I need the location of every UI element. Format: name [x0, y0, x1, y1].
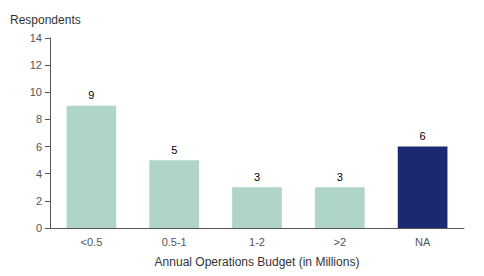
svg-text:5: 5: [171, 144, 177, 156]
svg-text:Annual Operations Budget (in M: Annual Operations Budget (in Millions): [155, 255, 360, 269]
svg-text:0.5-1: 0.5-1: [162, 236, 187, 248]
svg-text:1-2: 1-2: [249, 236, 265, 248]
svg-text:14: 14: [30, 32, 42, 44]
svg-text:3: 3: [337, 171, 343, 183]
svg-text:NA: NA: [415, 236, 431, 248]
svg-text:<0.5: <0.5: [81, 236, 103, 248]
svg-text:10: 10: [30, 86, 42, 98]
svg-text:Respondents: Respondents: [10, 13, 81, 27]
svg-text:12: 12: [30, 59, 42, 71]
svg-text:8: 8: [36, 113, 42, 125]
svg-text:6: 6: [420, 130, 426, 142]
svg-text:6: 6: [36, 141, 42, 153]
svg-text:9: 9: [88, 89, 94, 101]
svg-text:3: 3: [254, 171, 260, 183]
svg-text:2: 2: [36, 195, 42, 207]
svg-text:0: 0: [36, 222, 42, 234]
svg-text:>2: >2: [334, 236, 347, 248]
svg-text:4: 4: [36, 168, 42, 180]
